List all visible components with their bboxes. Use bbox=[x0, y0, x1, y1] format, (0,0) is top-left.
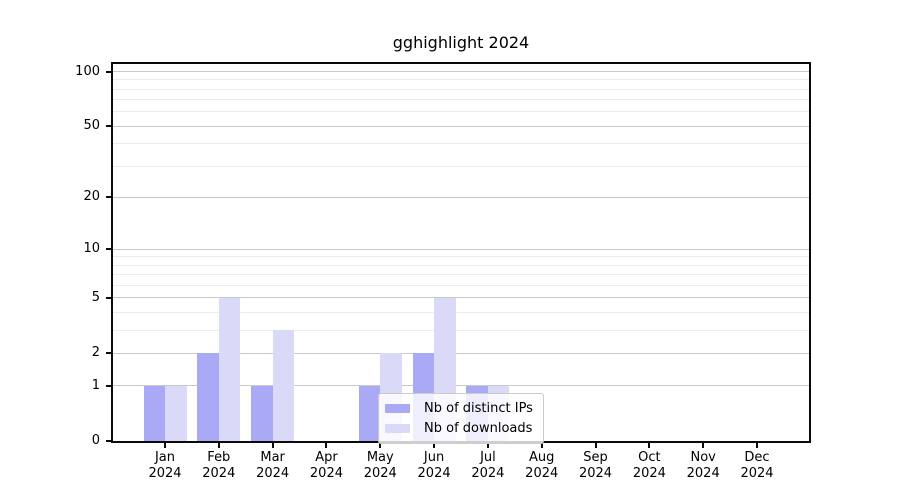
y-gridline-major bbox=[113, 352, 809, 354]
y-tick-label: 20 bbox=[83, 189, 100, 205]
x-tick bbox=[648, 443, 651, 448]
bar-distinct-ips bbox=[358, 385, 381, 441]
bar-downloads bbox=[165, 385, 187, 441]
y-gridline-major bbox=[113, 71, 809, 73]
y-gridline-minor bbox=[113, 88, 809, 90]
y-tick-label: 0 bbox=[91, 433, 100, 448]
x-tick-label: Aug 2024 bbox=[525, 450, 559, 481]
y-tick bbox=[106, 352, 111, 355]
y-gridline-major bbox=[113, 125, 809, 127]
x-tick-label: Nov 2024 bbox=[686, 450, 720, 481]
y-tick-label: 100 bbox=[75, 63, 100, 79]
x-tick bbox=[379, 443, 382, 448]
y-gridline-minor bbox=[113, 165, 809, 167]
y-tick bbox=[106, 440, 111, 442]
x-tick bbox=[486, 443, 489, 448]
x-tick bbox=[325, 443, 328, 448]
plot-area bbox=[111, 62, 811, 443]
x-tick-label: Feb 2024 bbox=[202, 450, 236, 481]
bar-distinct-ips bbox=[143, 385, 165, 441]
y-tick-label: 5 bbox=[91, 289, 100, 305]
x-tick-label: Oct 2024 bbox=[632, 450, 666, 481]
legend-label-downloads: Nb of downloads bbox=[424, 421, 533, 436]
legend-label-distinct-ips: Nb of distinct IPs bbox=[424, 401, 533, 416]
y-gridline-minor bbox=[113, 143, 809, 145]
y-gridline-major bbox=[113, 297, 809, 299]
y-gridline-minor bbox=[113, 79, 809, 81]
x-tick bbox=[594, 443, 597, 448]
y-tick bbox=[106, 125, 111, 128]
x-tick bbox=[540, 443, 543, 448]
y-gridline-major bbox=[113, 196, 809, 198]
x-tick bbox=[164, 443, 166, 448]
x-tick-label: Jun 2024 bbox=[417, 450, 451, 481]
y-tick-label: 1 bbox=[91, 377, 100, 393]
legend-item-distinct-ips: Nb of distinct IPs bbox=[385, 399, 533, 418]
bar-distinct-ips bbox=[251, 385, 273, 441]
legend-item-downloads: Nb of downloads bbox=[385, 419, 533, 438]
y-tick bbox=[106, 196, 111, 199]
x-tick-label: Dec 2024 bbox=[740, 450, 774, 481]
x-tick bbox=[756, 443, 758, 448]
y-gridline-minor bbox=[113, 311, 809, 313]
y-tick bbox=[106, 70, 111, 73]
legend-swatch-downloads-icon bbox=[385, 424, 410, 433]
x-tick bbox=[217, 443, 220, 448]
x-tick-label: Jul 2024 bbox=[471, 450, 505, 481]
bar-distinct-ips bbox=[197, 353, 219, 441]
chart-title: gghighlight 2024 bbox=[392, 33, 530, 52]
y-tick-label: 2 bbox=[91, 345, 100, 361]
y-tick bbox=[106, 384, 111, 387]
x-tick-label: May 2024 bbox=[363, 450, 397, 481]
y-tick bbox=[106, 248, 111, 251]
x-tick-label: Sep 2024 bbox=[578, 450, 613, 481]
x-tick bbox=[271, 443, 274, 448]
y-tick-label: 50 bbox=[83, 118, 100, 134]
x-tick-label: Apr 2024 bbox=[309, 450, 343, 481]
y-gridline-minor bbox=[113, 329, 809, 331]
x-tick-label: Mar 2024 bbox=[256, 450, 290, 481]
y-gridline-minor bbox=[113, 264, 809, 266]
y-tick-label: 10 bbox=[83, 241, 100, 257]
x-tick-label: Jan 2024 bbox=[148, 450, 182, 481]
y-gridline-major bbox=[113, 248, 809, 250]
legend: Nb of distinct IPs Nb of downloads bbox=[378, 393, 544, 444]
x-tick bbox=[433, 443, 436, 448]
y-gridline-minor bbox=[113, 111, 809, 113]
y-gridline-minor bbox=[113, 99, 809, 101]
bar-downloads bbox=[218, 297, 241, 441]
y-gridline-minor bbox=[113, 274, 809, 276]
y-gridline-major bbox=[113, 385, 809, 387]
x-tick bbox=[702, 443, 705, 448]
legend-swatch-distinct-ips-icon bbox=[385, 404, 410, 413]
y-gridline-minor bbox=[113, 256, 809, 258]
y-tick bbox=[106, 296, 111, 299]
bar-downloads bbox=[272, 330, 295, 441]
y-gridline-minor bbox=[113, 284, 809, 286]
